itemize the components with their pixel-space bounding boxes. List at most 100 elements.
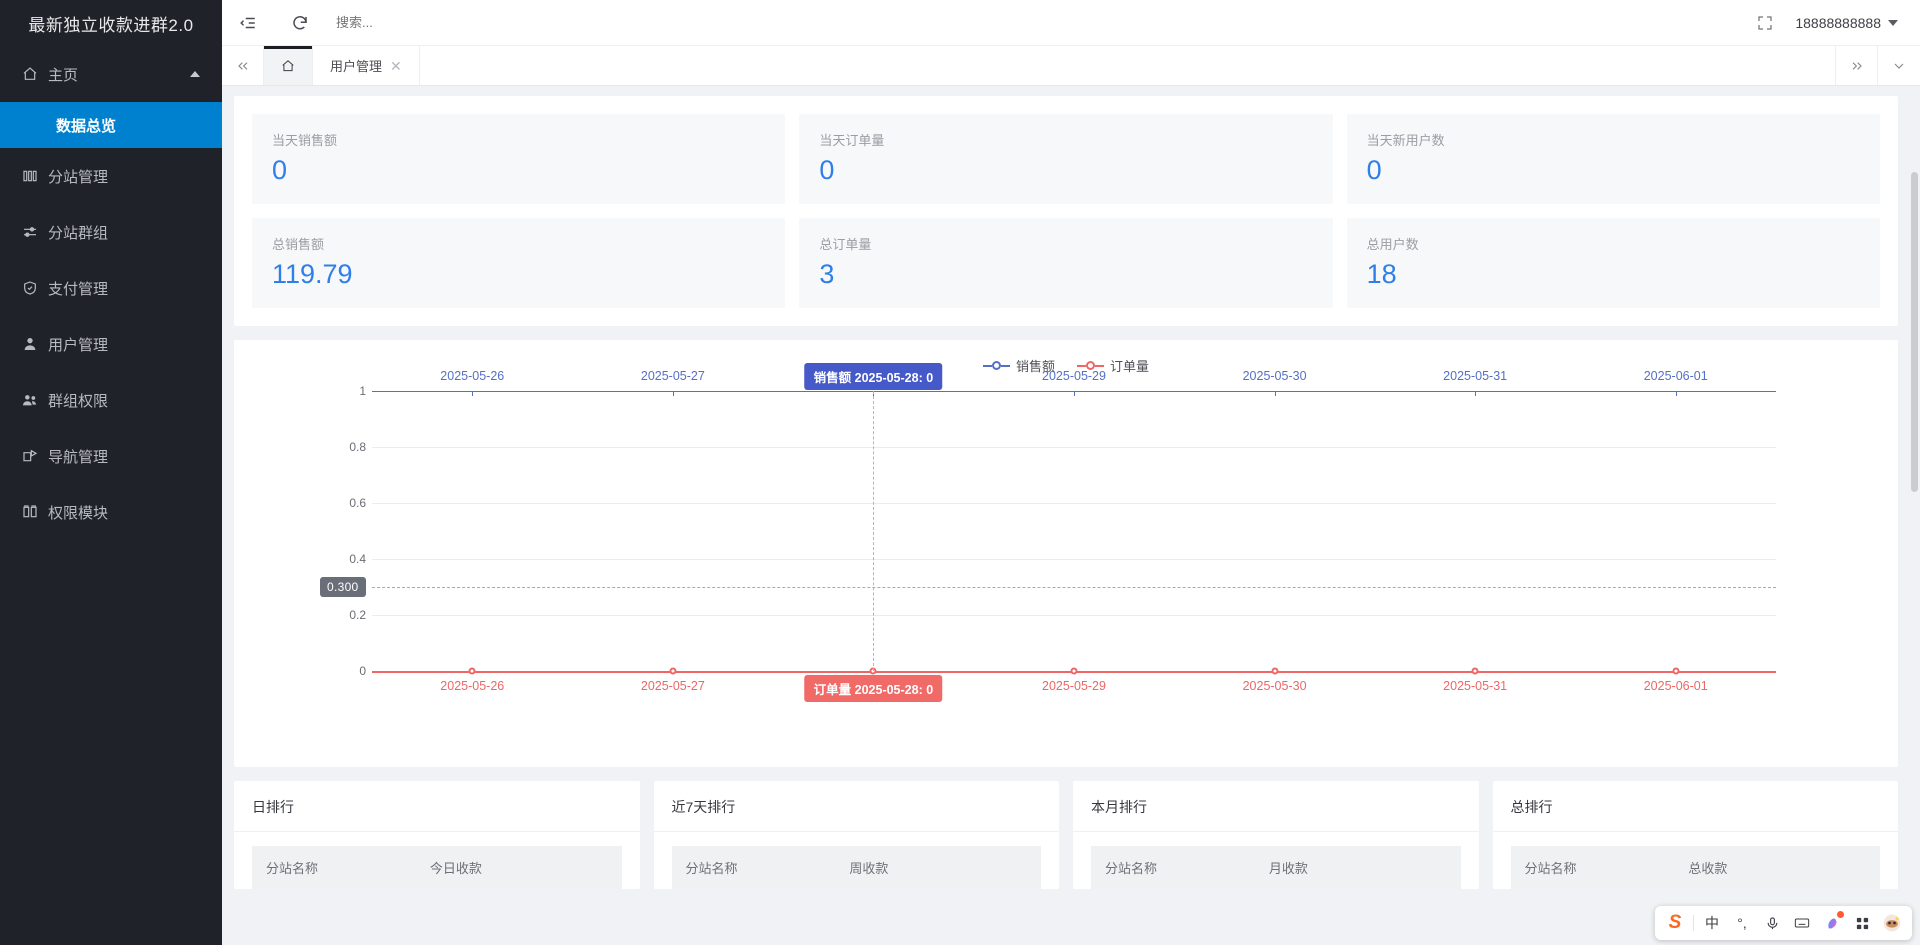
sidebar-item-label: 群组权限 bbox=[48, 392, 109, 410]
palette-icon[interactable] bbox=[1818, 909, 1846, 937]
stat-value: 0 bbox=[272, 155, 288, 185]
rankings-row: 日排行 分站名称 今日收款 近7天排行 分站名称 周收款 本月排行 bbox=[234, 781, 1898, 890]
chart-panel: 销售额 订单量 0 0.2 0.4 0.6 0.8 1 0.300 2025-05-26 202… bbox=[234, 340, 1898, 768]
stat-card-total-users: 总用户数 18 bbox=[1346, 218, 1880, 309]
ime-language-mode-button[interactable]: 中 bbox=[1705, 915, 1719, 931]
avatar-icon[interactable] bbox=[1878, 909, 1906, 937]
sidebar-item-substation-group[interactable]: 分站群组 bbox=[0, 204, 222, 260]
sidebar-item-permission-module[interactable]: 权限模块 bbox=[0, 484, 222, 540]
x-axis-tick-label-bottom: 2025-05-26 bbox=[440, 679, 505, 694]
sidebar-nav: 主页 数据总览 分站管理 分站群组 支付管理 bbox=[0, 46, 222, 945]
columns-icon bbox=[22, 168, 48, 184]
stat-label: 当天销售额 bbox=[272, 133, 338, 148]
sidebar-item-home[interactable]: 主页 bbox=[0, 46, 222, 102]
search-input[interactable] bbox=[336, 15, 556, 30]
column-header-name: 分站名称 bbox=[1105, 861, 1158, 877]
stat-value: 119.79 bbox=[272, 259, 353, 290]
user-menu[interactable]: 18888888888 bbox=[1787, 0, 1920, 46]
data-point-orders[interactable] bbox=[669, 667, 677, 675]
data-point-orders[interactable] bbox=[1271, 667, 1279, 675]
sliders-icon bbox=[22, 224, 48, 240]
chart-gridline bbox=[372, 447, 1776, 449]
ranking-table-header: 分站名称 月收款 bbox=[1091, 846, 1461, 890]
stat-card-today-new-users: 当天新用户数 0 bbox=[1346, 114, 1880, 205]
divider bbox=[1693, 915, 1694, 931]
column-header-name: 分站名称 bbox=[1524, 861, 1577, 877]
refresh-icon[interactable] bbox=[274, 0, 326, 46]
y-axis-tick-label: 0 bbox=[359, 664, 366, 679]
chart-plot-area[interactable]: 0 0.2 0.4 0.6 0.8 1 0.300 2025-05-26 2025-05-26 2… bbox=[248, 363, 1884, 743]
sidebar-item-label: 主页 bbox=[48, 66, 79, 84]
mic-icon[interactable] bbox=[1758, 909, 1786, 937]
sidebar-item-nav-manage[interactable]: 导航管理 bbox=[0, 428, 222, 484]
sidebar-item-substation-manage[interactable]: 分站管理 bbox=[0, 148, 222, 204]
close-icon[interactable]: ✕ bbox=[390, 57, 402, 74]
tooltip-sales: 销售额 2025-05-28: 0 bbox=[804, 363, 943, 391]
chevrons-right-icon[interactable] bbox=[1836, 46, 1878, 85]
column-header-name: 分站名称 bbox=[685, 861, 738, 877]
sidebar-item-user-manage[interactable]: 用户管理 bbox=[0, 316, 222, 372]
ranking-table-header: 分站名称 周收款 bbox=[671, 846, 1041, 890]
grid-apps-icon[interactable] bbox=[1848, 909, 1876, 937]
x-axis-tick-mark bbox=[1675, 391, 1677, 397]
chevron-up-icon bbox=[190, 71, 200, 77]
sidebar-item-label: 分站管理 bbox=[48, 168, 109, 186]
legend-marker-icon bbox=[1077, 361, 1104, 371]
stat-value: 3 bbox=[819, 259, 835, 290]
chart-gridline bbox=[372, 615, 1776, 617]
x-axis-tick-mark bbox=[672, 391, 674, 397]
legend-item-orders[interactable]: 订单量 bbox=[1077, 356, 1149, 375]
data-point-orders[interactable] bbox=[1471, 667, 1479, 675]
data-point-orders[interactable] bbox=[468, 667, 476, 675]
x-axis-tick-label-top: 2025-05-31 bbox=[1443, 369, 1508, 384]
ime-toolbar[interactable]: S 中 °, bbox=[1655, 906, 1912, 940]
stat-value: 0 bbox=[819, 155, 835, 185]
stat-label: 总销售额 bbox=[272, 237, 325, 253]
x-axis-tick-label-bottom: 2025-05-30 bbox=[1242, 679, 1307, 694]
stats-row-total: 总销售额 119.79 总订单量 3 总用户数 18 bbox=[252, 218, 1880, 309]
notification-dot bbox=[1837, 911, 1844, 918]
chevrons-left-icon[interactable] bbox=[222, 46, 264, 85]
sidebar-item-label: 权限模块 bbox=[48, 504, 109, 522]
legend-item-sales[interactable]: 销售额 bbox=[982, 356, 1055, 375]
legend-marker-icon bbox=[982, 361, 1010, 371]
ranking-card-week: 近7天排行 分站名称 周收款 bbox=[653, 781, 1059, 890]
menu-collapse-icon[interactable] bbox=[222, 0, 274, 46]
ime-punctuation-button[interactable]: °, bbox=[1737, 915, 1747, 931]
keyboard-icon[interactable] bbox=[1788, 909, 1816, 937]
tab-label: 用户管理 bbox=[330, 59, 383, 74]
x-axis-tick-label-top: 2025-05-29 bbox=[1042, 369, 1106, 384]
chevron-down-icon bbox=[1888, 19, 1898, 26]
x-axis-tick-label-top: 2025-05-27 bbox=[640, 369, 705, 384]
stat-card-total-sales: 总销售额 119.79 bbox=[252, 218, 786, 309]
x-axis-tick-label-top: 2025-05-26 bbox=[440, 369, 505, 384]
sidebar-item-data-overview[interactable]: 数据总览 bbox=[0, 102, 222, 148]
ranking-table-header: 分站名称 今日收款 bbox=[252, 846, 622, 890]
sidebar-item-label: 分站群组 bbox=[48, 224, 109, 242]
y-axis-tick-label: 0.2 bbox=[349, 608, 366, 623]
sidebar-item-group-permission[interactable]: 群组权限 bbox=[0, 372, 222, 428]
sidebar-item-label: 用户管理 bbox=[48, 336, 109, 354]
data-point-orders[interactable] bbox=[1070, 667, 1078, 675]
sogou-logo-icon[interactable]: S bbox=[1668, 912, 1682, 933]
content-scrollbar[interactable] bbox=[1911, 172, 1918, 945]
stats-row-today: 当天销售额 0 当天订单量 0 当天新用户数 0 bbox=[252, 114, 1880, 205]
x-axis-tick-mark bbox=[1074, 391, 1075, 397]
sidebar-item-payment-manage[interactable]: 支付管理 bbox=[0, 260, 222, 316]
main-area: 18888888888 用户管理 ✕ bbox=[222, 0, 1920, 945]
sidebar-item-label: 导航管理 bbox=[48, 448, 109, 466]
fullscreen-icon[interactable] bbox=[1743, 0, 1787, 46]
column-header-amount: 总收款 bbox=[1688, 861, 1728, 877]
users-icon bbox=[22, 392, 48, 408]
nav-icon bbox=[22, 448, 48, 464]
scrollbar-thumb[interactable] bbox=[1911, 172, 1918, 492]
content-scroll-area[interactable]: 当天销售额 0 当天订单量 0 当天新用户数 0 总销售额 11 bbox=[222, 86, 1920, 945]
data-point-orders[interactable] bbox=[1672, 667, 1680, 675]
y-axis-tick-label: 0.8 bbox=[349, 440, 366, 455]
user-icon bbox=[22, 336, 48, 352]
x-axis-tick-mark bbox=[472, 391, 474, 397]
tab-user-manage[interactable]: 用户管理 ✕ bbox=[313, 46, 420, 85]
chevron-down-icon[interactable] bbox=[1878, 46, 1920, 85]
tab-home[interactable] bbox=[264, 46, 313, 85]
